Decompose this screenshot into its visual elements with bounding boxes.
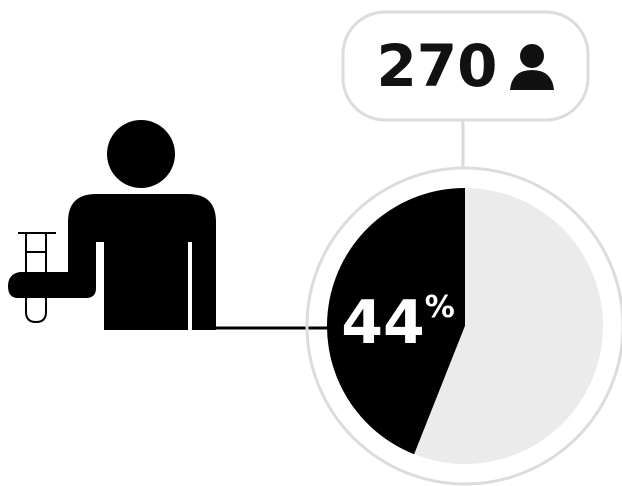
value-unit: %: [425, 290, 455, 325]
pie-slice: [414, 188, 604, 464]
user-icon: [510, 44, 554, 90]
ring: [305, 166, 622, 486]
test-tube-icon: [18, 232, 56, 324]
person-icon: [8, 120, 216, 330]
value-label: 44%: [341, 288, 455, 358]
count-label: 270: [376, 32, 497, 100]
count-box: [341, 10, 590, 122]
pie-slice: [327, 188, 465, 455]
value-number: 44: [341, 288, 425, 358]
pie: [327, 188, 604, 464]
